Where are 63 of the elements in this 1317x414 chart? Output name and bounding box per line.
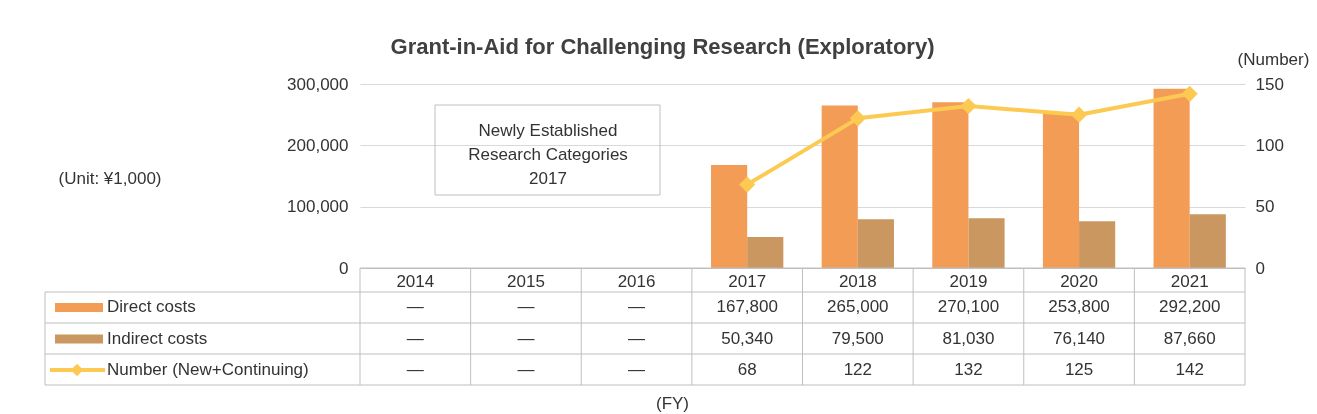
bar <box>821 105 858 268</box>
data-label: 132 <box>954 360 983 379</box>
data-label: 76,140 <box>1053 328 1106 348</box>
x-tick-label: 2016 <box>617 271 656 291</box>
text: — <box>628 328 646 348</box>
data-label: 270,100 <box>937 297 1000 316</box>
legend-label: Indirect costs <box>107 328 208 348</box>
data-label: 292,200 <box>1158 297 1221 316</box>
y2-tick-label: 150 <box>1255 74 1284 94</box>
point <box>960 98 977 115</box>
text: — <box>406 360 424 379</box>
text: — <box>517 328 535 348</box>
text: (Unit: ¥1,000) <box>58 169 162 188</box>
point <box>849 110 866 127</box>
annotation: Newly Established Research Categories 2017 <box>468 121 628 188</box>
x-tick-label: 2021 <box>1170 271 1209 291</box>
bar <box>747 237 784 268</box>
data-label: 167,800 <box>716 297 778 316</box>
bar <box>857 219 894 268</box>
y2-tick-label: 100 <box>1255 135 1284 155</box>
chart-title: Grant-in-Aid for Challenging Research (Exploratory) <box>390 34 935 59</box>
bar <box>1153 88 1190 268</box>
x-tick-label: 2014 <box>396 271 435 291</box>
data-label: 50,340 <box>721 328 774 348</box>
y-tick-label: 200,000 <box>287 135 349 155</box>
x-tick-label: 2018 <box>838 271 877 291</box>
data-label: 142 <box>1175 360 1204 379</box>
x-tick-label: 2019 <box>949 271 988 291</box>
point <box>1071 106 1088 123</box>
y-tick-label: 0 <box>339 258 349 278</box>
text: — <box>517 360 535 379</box>
data-label: 87,660 <box>1163 328 1216 348</box>
data-label: 125 <box>1064 360 1094 379</box>
text: — <box>406 297 424 316</box>
data-label: 265,000 <box>827 297 889 316</box>
y2-tick-label: 50 <box>1255 197 1275 217</box>
text: — <box>406 328 424 348</box>
x-tick-label: 2015 <box>507 271 545 291</box>
point <box>1181 85 1198 102</box>
data-label: 81,030 <box>942 328 995 348</box>
bar <box>932 102 969 268</box>
x-tick-label: 2017 <box>728 271 767 291</box>
bar <box>711 165 748 268</box>
point <box>739 176 756 193</box>
data-label: 122 <box>843 360 872 379</box>
legend-label: Number (New+Continuing) <box>107 360 309 379</box>
y2-axis-title: (Number) <box>1237 49 1310 69</box>
y2-tick-label: 0 <box>1255 258 1265 278</box>
bar <box>1189 214 1226 268</box>
text: — <box>517 297 535 316</box>
text: — <box>628 360 646 379</box>
legend-label: Direct costs <box>107 297 196 316</box>
y-tick-label: 100,000 <box>287 197 349 217</box>
data-label: 68 <box>737 360 757 379</box>
data-label: 79,500 <box>831 328 884 348</box>
text: — <box>628 297 646 316</box>
text: (FY) <box>655 394 690 413</box>
bar <box>968 218 1005 268</box>
bar <box>1042 112 1080 268</box>
bar <box>1079 221 1116 268</box>
y-tick-label: 300,000 <box>287 74 349 94</box>
x-tick-label: 2020 <box>1060 271 1098 291</box>
data-label: 253,800 <box>1048 297 1110 316</box>
